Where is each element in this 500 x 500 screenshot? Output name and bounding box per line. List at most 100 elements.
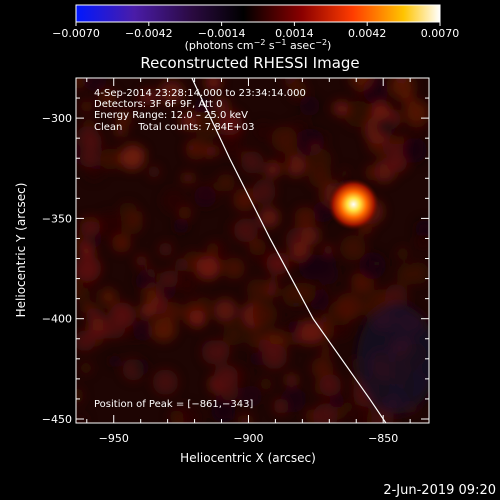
noise-blob [169,410,184,423]
noise-blob [389,78,415,100]
noise-blob [308,165,332,188]
noise-blob [174,258,189,272]
noise-blob [140,88,158,106]
noise-blob [201,340,227,365]
noise-blob [152,369,179,395]
colorbar-tick-label: 0.0070 [421,27,460,40]
noise-blob [259,377,273,391]
annotation-detectors: Detectors: 3F 6F 9F, Att 0 [94,99,222,110]
noise-blob [380,143,404,167]
noise-blob [133,321,153,342]
noise-blob [384,283,408,307]
noise-blob [81,78,107,92]
noise-blob [114,125,126,137]
noise-blob [266,252,289,276]
solar-limb-curve [191,78,387,423]
noise-blob [180,112,198,130]
noise-blob [289,81,308,99]
noise-blob [163,301,183,321]
noise-blob [364,164,381,181]
noise-blob [217,173,236,192]
noise-blob [312,403,338,423]
noise-blob [376,117,396,137]
noise-blob [415,219,429,239]
noise-blob [287,320,301,334]
dark-region [356,303,429,414]
noise-blob [322,244,334,256]
noise-blob [220,382,239,401]
noise-blob [210,397,236,423]
noise-blob [294,282,316,304]
noise-blob [161,188,187,213]
footer-timestamp: 2‑Jun‑2019 09:20 [383,483,496,498]
noise-blob [194,190,208,204]
noise-blob [213,364,239,389]
annotation-clean: Clean Total counts: 7.84E+03 [94,122,254,133]
noise-blob [233,218,258,243]
noise-blob [128,97,144,113]
noise-blob [240,385,262,407]
noise-blob [296,128,325,156]
noise-blob [332,100,349,116]
noise-blob [142,285,164,306]
noise-blob [196,296,211,311]
noise-blob [177,274,198,296]
noise-blob [329,393,345,409]
noise-blob [133,359,150,376]
noise-blob [213,97,230,114]
noise-blob [350,408,372,423]
noise-blob [239,415,252,423]
noise-blob [331,319,351,339]
noise-blob [136,271,153,289]
noise-blob [285,373,298,386]
noise-blob [135,254,148,267]
noise-blob [182,172,194,184]
noise-blob [160,270,179,288]
noise-blob [264,161,281,178]
noise-blob [79,148,99,168]
noise-blob [396,264,418,286]
noise-blob [81,131,102,152]
noise-blob [396,247,409,260]
annotation-peak-position: Position of Peak = [−861,−343] [94,399,253,410]
noise-blob [258,207,280,228]
noise-blob [252,179,276,204]
noise-blob [158,79,184,105]
colorbar-tick-label: −0.0070 [52,27,100,40]
colorbar-units: (photons cm−2 s−1 asec−2) [185,38,332,52]
noise-blob [99,288,117,306]
noise-blob [76,388,84,404]
noise-blob [409,121,429,141]
noise-blob [219,136,241,158]
noise-blob [79,362,92,375]
y-tick-label: −450 [42,413,72,426]
noise-blob [319,373,342,397]
noise-blob [80,100,93,113]
noise-blob [261,343,288,370]
noise-blob [271,126,298,153]
noise-blob [108,354,122,368]
noise-blob [415,234,429,250]
annotation-energy-range: Energy Range: 12.0 – 25.0 keV [94,110,248,121]
noise-blob [195,113,221,140]
annotation-time-range: 4‑Sep‑2014 23:28:14.000 to 23:34:14.000 [94,88,306,99]
colorbar [75,4,441,23]
noise-blob [79,216,101,237]
noise-blob [150,316,177,342]
noise-blob [188,309,207,328]
noise-blob [102,316,126,339]
x-tick-label: −850 [368,432,398,445]
plot-frame [75,77,430,424]
noise-blob [222,323,245,346]
noise-blob [294,206,316,229]
y-tick-label: −300 [42,112,72,125]
noise-blob [280,387,306,413]
noise-blob [304,409,319,423]
y-tick-label: −350 [42,212,72,225]
noise-blob [82,301,94,313]
noise-blob [147,165,161,179]
peak-source [327,178,380,231]
noise-blob [298,254,325,280]
noise-blob [341,401,353,413]
